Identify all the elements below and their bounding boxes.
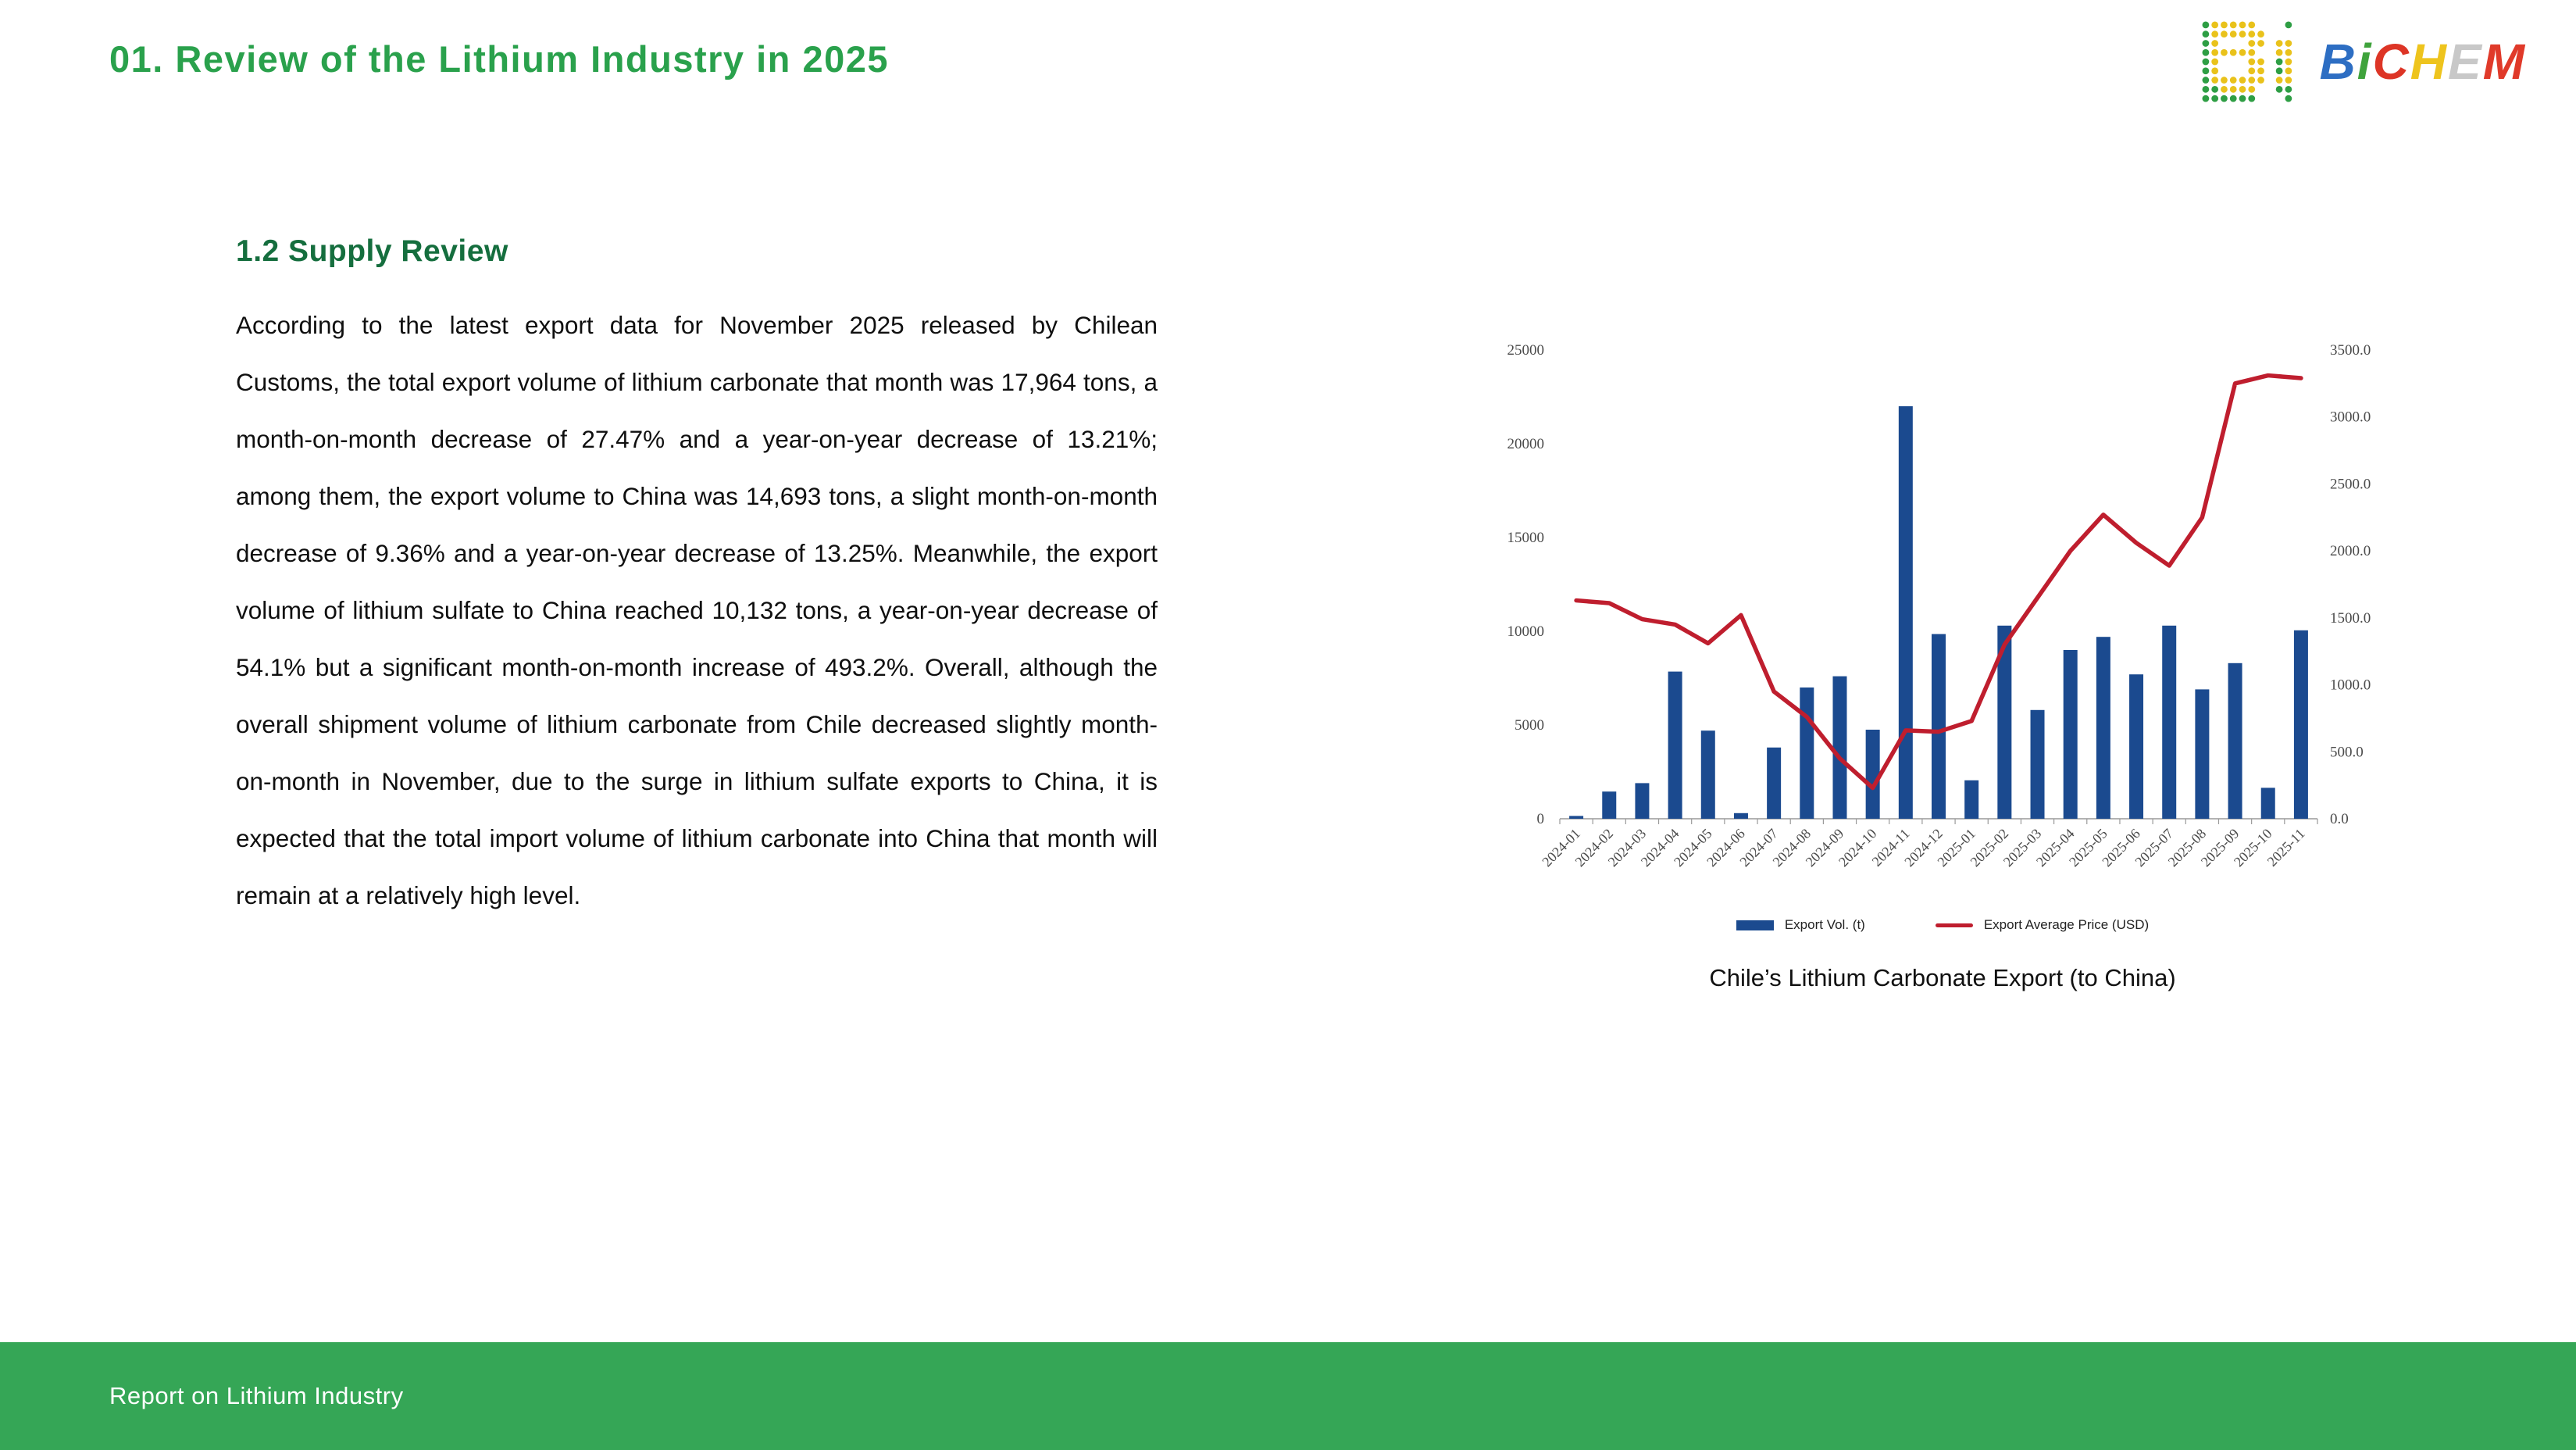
export-volume-price-chart: 0 5000 10000 15000 20000 25000 0.0 500.0 1000.0 1… (1507, 342, 2371, 870)
logo-letter: i (2357, 34, 2373, 90)
bichem-dot-matrix-icon (2202, 21, 2292, 102)
body-paragraph: According to the latest export data for … (236, 311, 1158, 909)
svg-text:1500.0: 1500.0 (2330, 610, 2371, 627)
bichem-logo: BiCHEM (2201, 20, 2526, 103)
line-swatch-icon (1935, 923, 1973, 927)
logo-letter: C (2372, 34, 2410, 90)
svg-text:3500.0: 3500.0 (2330, 342, 2371, 359)
footer-bar: Report on Lithium Industry (0, 1342, 2576, 1450)
bichem-wordmark: BiCHEM (2320, 33, 2526, 91)
chart-legend: Export Vol. (t) Export Average Price (US… (1462, 917, 2423, 933)
svg-text:2500.0: 2500.0 (2330, 476, 2371, 492)
svg-text:15000: 15000 (1507, 530, 1545, 546)
svg-text:20000: 20000 (1507, 436, 1545, 452)
logo-letter: B (2319, 34, 2357, 90)
svg-text:500.0: 500.0 (2330, 744, 2364, 760)
svg-text:3000.0: 3000.0 (2330, 409, 2371, 426)
legend-item-export-volume: Export Vol. (t) (1736, 917, 1865, 933)
svg-text:0.0: 0.0 (2330, 811, 2349, 827)
page-title: 01. Review of the Lithium Industry in 20… (109, 38, 889, 80)
svg-text:1000.0: 1000.0 (2330, 677, 2371, 694)
legend-label: Export Average Price (USD) (1983, 917, 2150, 932)
chart-figure: 0 5000 10000 15000 20000 25000 0.0 500.0 1000.0 1… (1462, 319, 2423, 992)
bar-swatch-icon (1736, 920, 1774, 930)
svg-text:0: 0 (1537, 811, 1545, 827)
chart-caption: Chile’s Lithium Carbonate Export (to Chi… (1709, 964, 2176, 991)
footer-text: Report on Lithium Industry (109, 1382, 404, 1409)
legend-label: Export Vol. (t) (1784, 917, 1865, 932)
section-heading: 1.2 Supply Review (236, 234, 508, 268)
supply-review-section: 1.2 Supply Review According to the lates… (236, 234, 1158, 924)
legend-item-export-price: Export Average Price (USD) (1935, 917, 2150, 933)
svg-text:10000: 10000 (1507, 623, 1545, 640)
logo-letter: M (2482, 34, 2526, 90)
logo-letter: H (2410, 34, 2448, 90)
svg-text:2025-11: 2025-11 (2264, 826, 2308, 870)
svg-text:5000: 5000 (1515, 717, 1544, 734)
logo-letter: E (2448, 34, 2483, 90)
svg-text:2000.0: 2000.0 (2330, 543, 2371, 559)
svg-text:25000: 25000 (1507, 342, 1545, 359)
